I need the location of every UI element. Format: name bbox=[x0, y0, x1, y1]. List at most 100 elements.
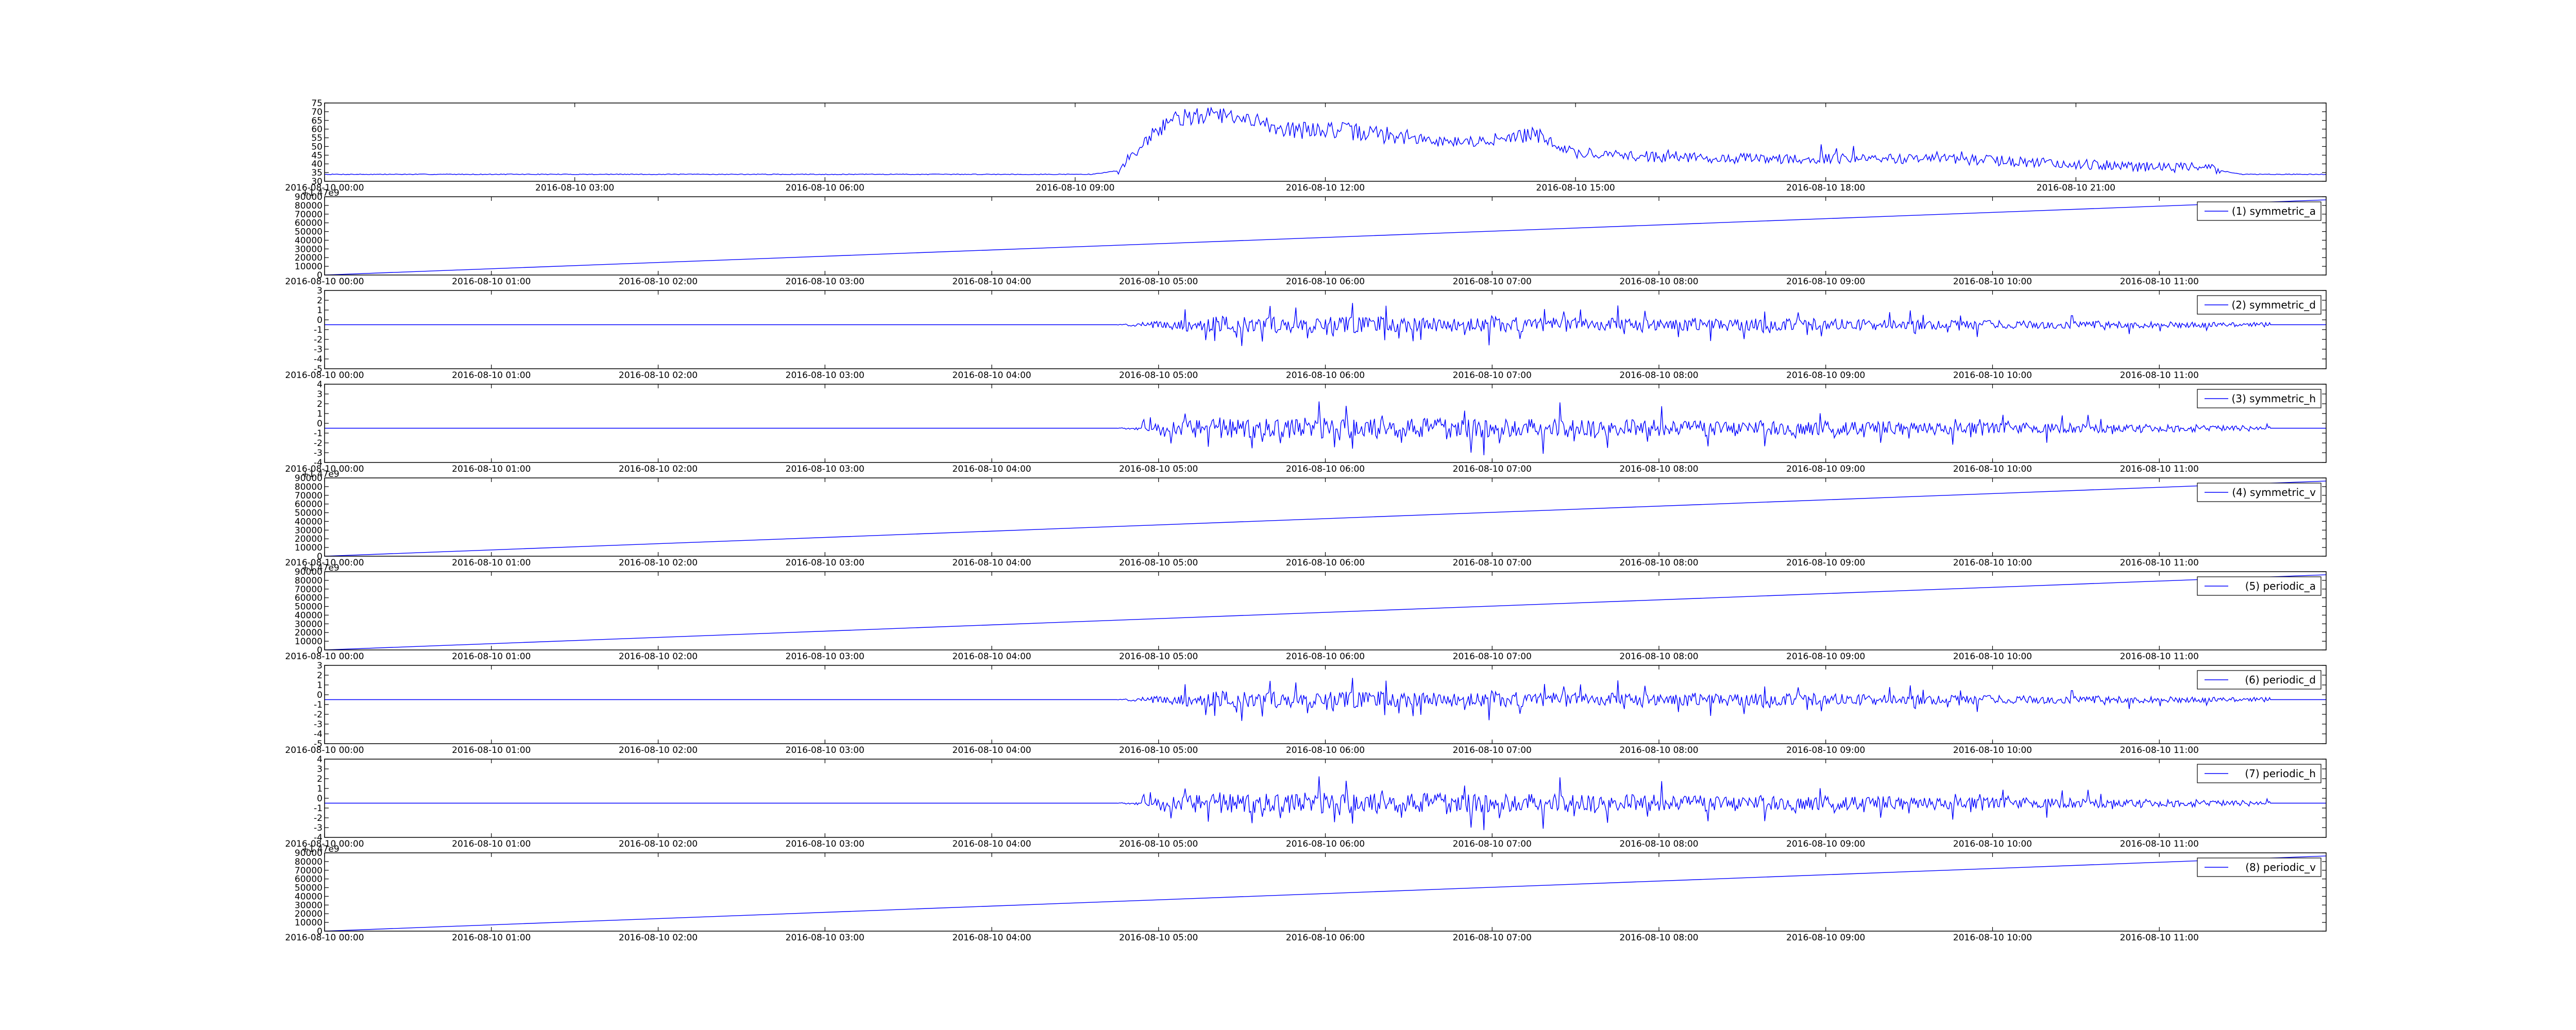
x-tick-label: 2016-08-10 10:00 bbox=[1953, 745, 2032, 756]
x-tick-label: 2016-08-10 06:00 bbox=[1286, 558, 1365, 568]
x-tick-label: 2016-08-10 05:00 bbox=[1119, 370, 1198, 381]
x-tick-label: 2016-08-10 00:00 bbox=[285, 370, 364, 381]
x-tick-label: 2016-08-10 01:00 bbox=[452, 933, 531, 943]
legend-label: (5) periodic_a bbox=[2245, 580, 2316, 592]
x-tick-label: 2016-08-10 07:00 bbox=[1453, 277, 1532, 287]
x-tick-label: 2016-08-10 10:00 bbox=[1953, 370, 2032, 381]
y-tick-label: 0 bbox=[317, 315, 323, 325]
x-tick-label: 2016-08-10 06:00 bbox=[1286, 745, 1365, 756]
x-tick-label: 2016-08-10 03:00 bbox=[786, 651, 865, 662]
x-tick-label: 2016-08-10 11:00 bbox=[2120, 370, 2199, 381]
x-tick-label: 2016-08-10 09:00 bbox=[1786, 558, 1865, 568]
y-tick-label: 1 bbox=[317, 409, 323, 419]
axes-frame bbox=[325, 853, 2326, 931]
x-tick-label: 2016-08-10 07:00 bbox=[1453, 651, 1532, 662]
y-tick-label: 75 bbox=[311, 98, 323, 109]
x-tick-label: 2016-08-10 10:00 bbox=[1953, 464, 2032, 474]
y-tick-label: 0 bbox=[317, 690, 323, 700]
series-line-periodic_h bbox=[325, 777, 2326, 830]
legend-label: (1) symmetric_a bbox=[2232, 205, 2316, 217]
legend-label: (2) symmetric_d bbox=[2231, 299, 2316, 311]
y-tick-label: -1 bbox=[314, 325, 323, 335]
x-tick-label: 2016-08-10 11:00 bbox=[2120, 277, 2199, 287]
x-tick-label: 2016-08-10 04:00 bbox=[952, 464, 1031, 474]
x-tick-label: 2016-08-10 09:00 bbox=[1786, 933, 1865, 943]
series-line-top bbox=[325, 108, 2326, 175]
y-tick-label: -1 bbox=[314, 803, 323, 814]
y-tick-label: 3 bbox=[317, 286, 323, 296]
x-tick-label: 2016-08-10 05:00 bbox=[1119, 745, 1198, 756]
x-tick-label: 2016-08-10 07:00 bbox=[1453, 370, 1532, 381]
series-line-symmetric_h bbox=[325, 402, 2326, 455]
x-tick-label: 2016-08-10 07:00 bbox=[1453, 464, 1532, 474]
x-tick-label: 2016-08-10 02:00 bbox=[619, 558, 698, 568]
y-tick-label: -3 bbox=[314, 448, 323, 458]
x-tick-label: 2016-08-10 00:00 bbox=[285, 745, 364, 756]
x-tick-label: 2016-08-10 11:00 bbox=[2120, 839, 2199, 849]
x-tick-label: 2016-08-10 08:00 bbox=[1619, 839, 1698, 849]
legend-label: (7) periodic_h bbox=[2245, 767, 2316, 780]
x-tick-label: 2016-08-10 05:00 bbox=[1119, 464, 1198, 474]
x-tick-label: 2016-08-10 10:00 bbox=[1953, 558, 2032, 568]
legend: (3) symmetric_h bbox=[2197, 389, 2321, 408]
chart-panel-periodic_h: -4-3-2-1012342016-08-10 00:00 2016-08-10 … bbox=[285, 754, 2326, 849]
x-tick-label: 2016-08-10 05:00 bbox=[1119, 933, 1198, 943]
x-tick-label: 2016-08-10 03:00 bbox=[786, 558, 865, 568]
x-tick-label: 2016-08-10 11:00 bbox=[2120, 464, 2199, 474]
x-tick-label: 2016-08-10 09:00 bbox=[1786, 651, 1865, 662]
legend: (7) periodic_h bbox=[2197, 764, 2321, 783]
x-tick-label: 2016-08-10 07:00 bbox=[1453, 933, 1532, 943]
x-tick-label: 2016-08-10 02:00 bbox=[619, 370, 698, 381]
x-tick-label: 2016-08-10 11:00 bbox=[2120, 745, 2199, 756]
y-tick-label: 0 bbox=[317, 794, 323, 804]
x-tick-label: 2016-08-10 04:00 bbox=[952, 370, 1031, 381]
x-tick-label: 2016-08-10 08:00 bbox=[1619, 651, 1698, 662]
x-tick-label: 2016-08-10 01:00 bbox=[452, 464, 531, 474]
x-tick-label: 2016-08-10 18:00 bbox=[1786, 183, 1865, 193]
series-line-periodic_v bbox=[325, 856, 2326, 931]
x-tick-label: 2016-08-10 04:00 bbox=[952, 651, 1031, 662]
x-tick-label: 2016-08-10 07:00 bbox=[1453, 745, 1532, 756]
y-tick-label: -3 bbox=[314, 823, 323, 833]
x-tick-label: 2016-08-10 01:00 bbox=[452, 839, 531, 849]
axes-frame bbox=[325, 290, 2326, 369]
x-tick-label: 2016-08-10 02:00 bbox=[619, 651, 698, 662]
series-line-symmetric_v bbox=[325, 481, 2326, 556]
x-tick-label: 2016-08-10 02:00 bbox=[619, 277, 698, 287]
x-tick-label: 2016-08-10 06:00 bbox=[1286, 370, 1365, 381]
x-tick-label: 2016-08-10 10:00 bbox=[1953, 277, 2032, 287]
legend: (2) symmetric_d bbox=[2197, 296, 2321, 314]
y-tick-label: 3 bbox=[317, 764, 323, 775]
x-tick-label: 2016-08-10 04:00 bbox=[952, 558, 1031, 568]
y-tick-label: -4 bbox=[314, 729, 323, 740]
x-tick-label: 2016-08-10 03:00 bbox=[786, 464, 865, 474]
y-tick-label: 1 bbox=[317, 784, 323, 794]
x-tick-label: 2016-08-10 02:00 bbox=[619, 464, 698, 474]
y-tick-label: -2 bbox=[314, 710, 323, 720]
y-tick-label: -2 bbox=[314, 438, 323, 449]
x-tick-label: 2016-08-10 07:00 bbox=[1453, 558, 1532, 568]
chart-panel-periodic_a: 0100002000030000400005000060000700008000… bbox=[285, 563, 2326, 662]
legend-label: (4) symmetric_v bbox=[2232, 486, 2316, 499]
y-tick-label: -3 bbox=[314, 719, 323, 730]
y-tick-label: -3 bbox=[314, 345, 323, 355]
x-tick-label: 2016-08-10 06:00 bbox=[1286, 933, 1365, 943]
x-tick-label: 2016-08-10 09:00 bbox=[1786, 839, 1865, 849]
x-tick-label: 2016-08-10 01:00 bbox=[452, 277, 531, 287]
x-tick-label: 2016-08-10 15:00 bbox=[1536, 183, 1615, 193]
x-tick-label: 2016-08-10 08:00 bbox=[1619, 558, 1698, 568]
x-tick-label: 2016-08-10 11:00 bbox=[2120, 933, 2199, 943]
x-tick-label: 2016-08-10 08:00 bbox=[1619, 370, 1698, 381]
legend: (1) symmetric_a bbox=[2197, 202, 2321, 220]
x-tick-label: 2016-08-10 01:00 bbox=[452, 745, 531, 756]
chart-panel-symmetric_a: 0100002000030000400005000060000700008000… bbox=[285, 188, 2326, 287]
x-tick-label: 2016-08-10 03:00 bbox=[786, 933, 865, 943]
y-tick-label: -1 bbox=[314, 700, 323, 710]
x-tick-label: 2016-08-10 06:00 bbox=[1286, 651, 1365, 662]
x-tick-label: 2016-08-10 08:00 bbox=[1619, 464, 1698, 474]
legend-label: (3) symmetric_h bbox=[2231, 392, 2316, 405]
legend-label: (6) periodic_d bbox=[2245, 674, 2316, 686]
